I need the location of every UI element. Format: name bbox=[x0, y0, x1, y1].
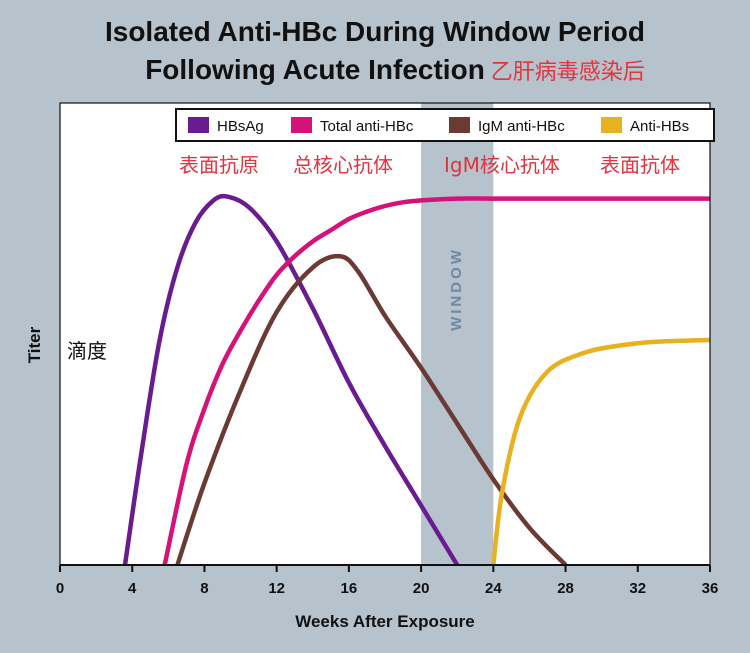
legend-label-igm-anti-hbc: IgM anti-HBc bbox=[478, 118, 565, 135]
series-line-anti-hbs bbox=[491, 337, 711, 566]
series-line-total-anti-hbc bbox=[162, 196, 710, 566]
x-tick-label: 32 bbox=[629, 580, 646, 597]
chart-title-line1: Isolated Anti-HBc During Window Period bbox=[104, 16, 646, 47]
series-label-cn: 表面抗原 bbox=[179, 153, 259, 177]
x-axis-title: Weeks After Exposure bbox=[295, 612, 475, 631]
y-axis-label-chinese: 滴度 bbox=[67, 339, 107, 363]
x-tick-label: 12 bbox=[268, 580, 285, 597]
plot-background bbox=[60, 103, 710, 565]
legend-label-anti-hbs: Anti-HBs bbox=[630, 118, 689, 135]
x-tick-label: 28 bbox=[557, 580, 574, 597]
series-label-cn: 表面抗体 bbox=[600, 153, 680, 177]
chart-title-chinese: 乙肝病毒感染后 bbox=[490, 60, 645, 85]
series-line-igm-anti-hbc bbox=[175, 253, 568, 567]
x-tick-label: 24 bbox=[485, 580, 502, 597]
legend-label-total-anti-hbc: Total anti-HBc bbox=[320, 118, 414, 135]
y-axis-title: Titer bbox=[25, 326, 44, 363]
series-label-cn: IgM核心抗体 bbox=[444, 153, 560, 177]
series-line-hbsag bbox=[122, 193, 460, 567]
legend-swatch-total-anti-hbc bbox=[291, 117, 312, 133]
chart-title-line2-wrap: Following Acute Infection 乙肝病毒感染后 bbox=[0, 54, 750, 86]
legend-swatch-hbsag bbox=[188, 117, 209, 133]
legend-swatch-anti-hbs bbox=[601, 117, 622, 133]
window-band bbox=[421, 103, 494, 565]
x-tick-label: 20 bbox=[413, 580, 430, 597]
legend-swatch-igm-anti-hbc bbox=[449, 117, 470, 133]
chart-title-line2: Following Acute Infection bbox=[145, 54, 485, 85]
window-label: WINDOW bbox=[448, 247, 465, 331]
series-label-cn: 总核心抗体 bbox=[293, 153, 393, 177]
x-tick-label: 4 bbox=[128, 580, 137, 597]
x-tick-label: 16 bbox=[341, 580, 358, 597]
x-tick-label: 8 bbox=[200, 580, 208, 597]
legend-label-hbsag: HBsAg bbox=[217, 118, 264, 135]
x-tick-label: 0 bbox=[56, 580, 64, 597]
legend-box bbox=[175, 108, 715, 142]
x-tick-label: 36 bbox=[702, 580, 719, 597]
